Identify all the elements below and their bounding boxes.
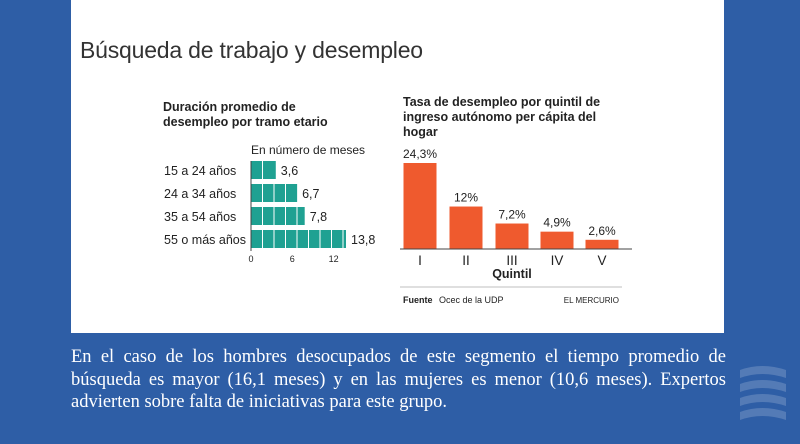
right-chart-category-label: I	[418, 253, 422, 268]
caption-text: En el caso de los hombres desocupados de…	[71, 347, 726, 412]
right-chart-category-label: III	[506, 253, 517, 268]
left-chart-value-label: 6,7	[302, 187, 319, 201]
left-chart-value-label: 7,8	[310, 210, 327, 224]
left-chart-tick-label: 12	[329, 254, 339, 264]
left-chart-category-label: 15 a 24 años	[164, 164, 236, 178]
right-chart-value-label: 4,9%	[543, 216, 571, 230]
right-chart-bar	[449, 206, 483, 249]
right-chart-bar	[540, 231, 574, 249]
right-chart-value-label: 7,2%	[498, 208, 526, 222]
right-chart-bar	[495, 223, 529, 249]
right-chart-value-label: 24,3%	[403, 147, 437, 161]
footer-source-label: Fuente	[403, 295, 433, 305]
left-chart-title: Duración promedio de desempleo por tramo…	[163, 100, 328, 129]
left-chart-category-label: 24 a 34 años	[164, 187, 236, 201]
left-chart-tick-label: 6	[290, 254, 295, 264]
footer-source-text: Ocec de la UDP	[439, 295, 504, 305]
left-chart-tick-label: 0	[248, 254, 253, 264]
right-chart-value-label: 2,6%	[588, 224, 616, 238]
infographic-panel	[71, 0, 724, 333]
right-chart-bar	[585, 239, 619, 249]
left-chart-category-label: 55 o más años	[164, 233, 246, 247]
right-chart-value-label: 12%	[454, 191, 478, 205]
left-chart-value-label: 13,8	[351, 233, 375, 247]
left-chart-category-label: 35 a 54 años	[164, 210, 236, 224]
right-chart-category-label: V	[597, 253, 606, 268]
right-chart-title: Tasa de desempleo por quintil de ingreso…	[403, 95, 601, 139]
right-chart-bar	[403, 163, 437, 249]
left-chart-value-label: 3,6	[281, 164, 298, 178]
left-chart-bar	[251, 161, 276, 179]
right-chart-category-label: II	[462, 253, 470, 268]
right-chart-category-label: IV	[551, 253, 564, 268]
left-chart-bar	[251, 230, 346, 248]
right-chart-x-axis-label: Quintil	[492, 267, 532, 281]
watermark-logo-icon	[740, 366, 786, 420]
left-chart-bar	[251, 207, 305, 225]
infographic-title: Búsqueda de trabajo y desempleo	[80, 37, 423, 63]
footer-publisher: EL MERCURIO	[564, 296, 619, 305]
left-chart-unit-label: En número de meses	[251, 143, 365, 157]
